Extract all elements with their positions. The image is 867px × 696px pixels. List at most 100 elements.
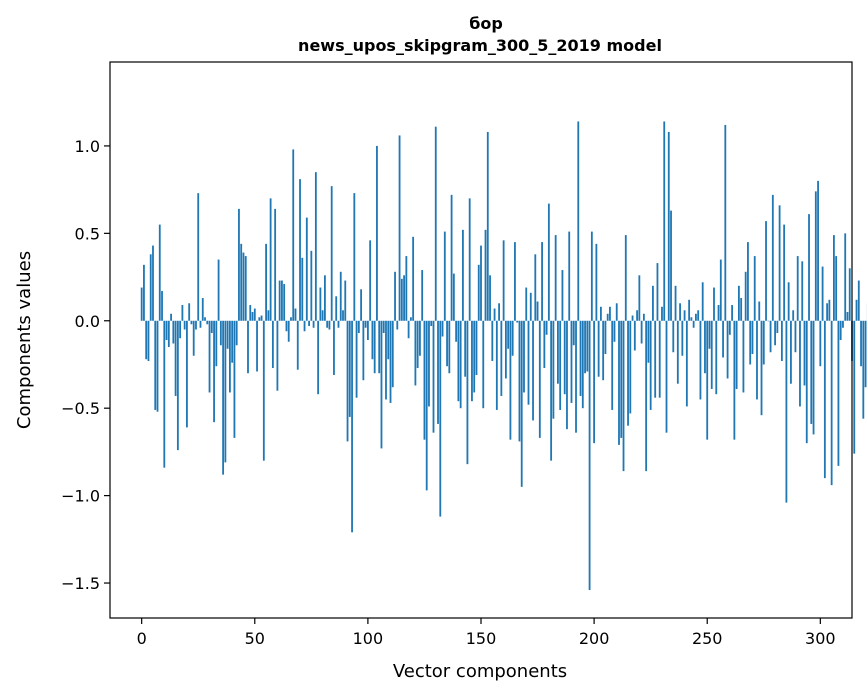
bar — [523, 320, 525, 393]
bar — [799, 320, 801, 407]
bar — [267, 310, 270, 321]
bar — [575, 320, 577, 433]
bar — [409, 317, 412, 321]
bar — [511, 320, 514, 356]
bar — [514, 242, 516, 321]
bar — [543, 320, 546, 368]
bar — [577, 121, 580, 321]
bar — [466, 320, 469, 465]
bar — [848, 268, 851, 321]
bar — [627, 320, 629, 426]
bar — [204, 317, 206, 321]
bar — [432, 320, 435, 433]
bar — [262, 320, 265, 461]
bar — [165, 320, 168, 340]
bar — [217, 259, 220, 321]
bar — [742, 320, 745, 393]
x-tick-label: 0 — [137, 629, 147, 648]
bar — [403, 275, 405, 321]
bar — [337, 320, 340, 328]
bar — [210, 320, 213, 334]
bar — [640, 320, 643, 344]
bar — [778, 205, 781, 321]
bar — [455, 320, 458, 342]
bar — [663, 121, 666, 321]
y-tick-label: 0.5 — [75, 224, 100, 243]
bar — [394, 271, 396, 321]
bar — [568, 231, 571, 321]
bar — [536, 301, 539, 321]
bar — [294, 308, 297, 321]
bar — [706, 320, 709, 440]
bar — [385, 320, 387, 400]
bar — [428, 320, 430, 407]
bar — [631, 315, 634, 321]
bar — [314, 172, 317, 321]
bar — [642, 313, 645, 321]
bar — [502, 240, 505, 321]
bar — [844, 233, 847, 321]
bar — [507, 320, 510, 349]
bar — [618, 320, 620, 445]
bar — [462, 229, 464, 321]
bar — [452, 273, 455, 321]
bar — [439, 320, 442, 517]
bar — [170, 313, 172, 321]
bar — [373, 320, 376, 374]
y-tick-label: 1.0 — [75, 137, 100, 156]
x-tick-label: 250 — [692, 629, 723, 648]
y-tick-label: −1.5 — [61, 574, 100, 593]
bar — [357, 320, 360, 334]
bar — [780, 320, 783, 361]
bar — [771, 194, 774, 321]
bar — [296, 320, 299, 370]
bar — [604, 320, 607, 354]
bar — [740, 298, 743, 321]
bar — [342, 310, 344, 321]
bar — [423, 320, 426, 440]
bar — [683, 310, 686, 321]
bar — [588, 320, 591, 591]
bar — [421, 270, 424, 321]
bar — [792, 310, 795, 321]
bar — [715, 320, 718, 395]
bar — [480, 245, 482, 321]
bar — [679, 303, 681, 321]
bar — [629, 320, 632, 414]
bar — [339, 271, 342, 321]
bar — [459, 320, 462, 409]
bar — [685, 320, 688, 407]
bar — [305, 217, 308, 321]
bar — [430, 320, 433, 327]
y-tick-label: −0.5 — [61, 399, 100, 418]
x-tick-label: 100 — [353, 629, 384, 648]
bar — [864, 320, 867, 388]
bars-group — [140, 121, 867, 591]
x-tick-label: 50 — [245, 629, 265, 648]
bar — [176, 320, 179, 451]
bar — [369, 240, 372, 321]
bar — [371, 320, 374, 360]
bar — [158, 224, 161, 321]
bar — [758, 301, 761, 321]
bar — [722, 320, 724, 358]
bar — [321, 310, 324, 321]
bar — [633, 320, 636, 351]
bar — [783, 224, 786, 321]
bar — [269, 198, 272, 321]
bar — [557, 320, 559, 384]
bar — [233, 320, 236, 438]
bar — [301, 257, 304, 321]
bar — [213, 320, 215, 423]
bar — [760, 320, 763, 416]
bar — [613, 320, 616, 342]
bar — [251, 312, 254, 321]
bar — [292, 149, 295, 321]
bar — [860, 320, 862, 367]
bar — [183, 320, 186, 330]
bar — [398, 135, 401, 321]
x-tick-label: 300 — [805, 629, 836, 648]
bar — [767, 320, 770, 322]
bar — [249, 305, 252, 321]
